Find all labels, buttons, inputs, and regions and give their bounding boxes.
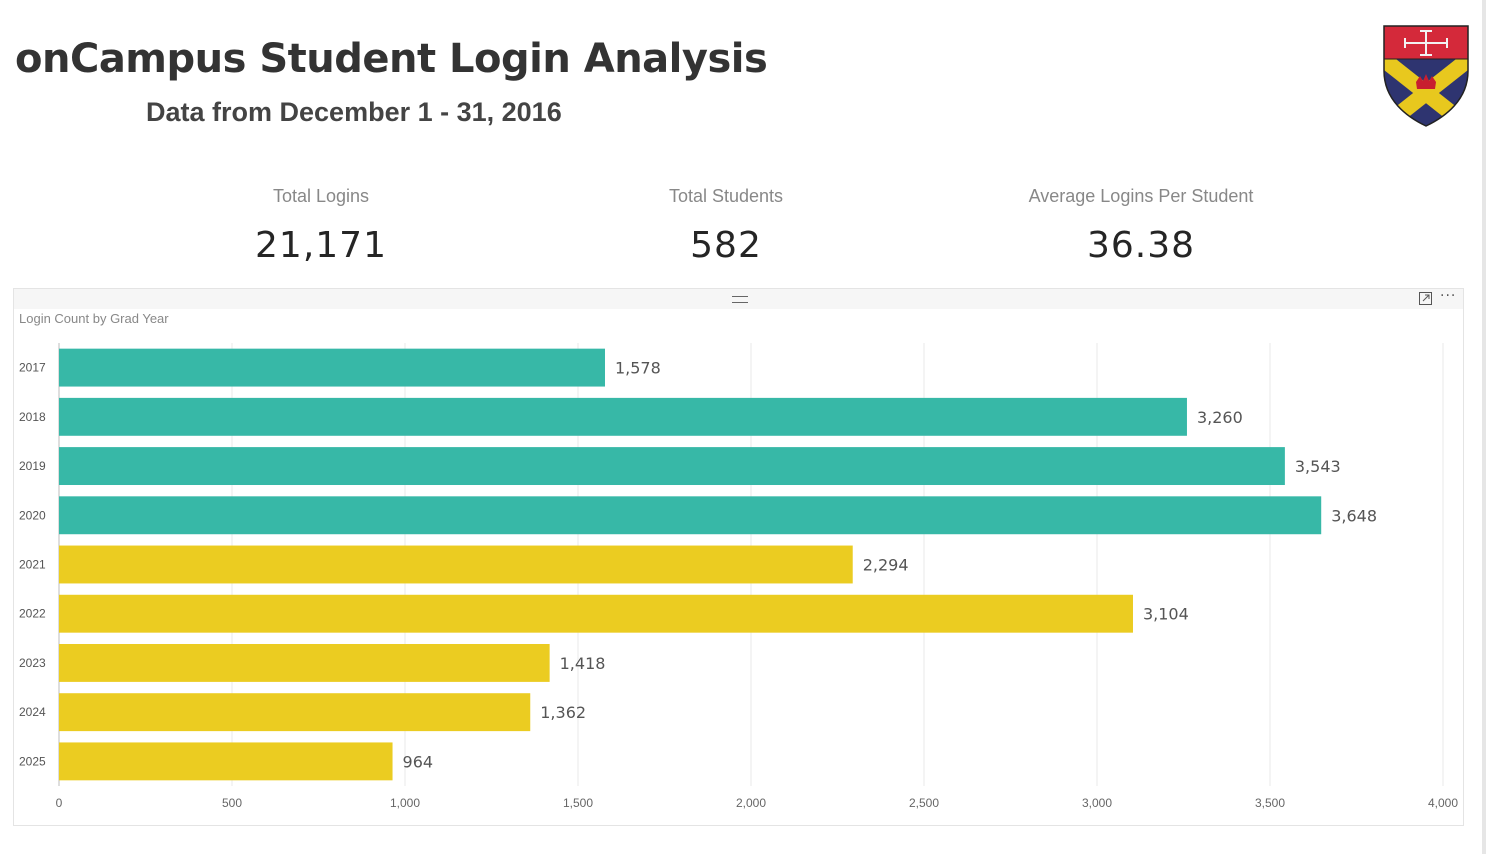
category-label: 2018: [19, 410, 46, 424]
bar-2017: [59, 348, 605, 387]
kpi-label: Total Logins: [272, 186, 370, 206]
visual-header[interactable]: ···: [14, 288, 1463, 309]
x-tick-label: 500: [222, 796, 242, 810]
kpi-value: 582: [690, 225, 762, 266]
bar-2018: [59, 397, 1187, 436]
bar-2024: [59, 693, 531, 732]
data-label: 2,294: [863, 556, 909, 575]
bar-2023: [59, 643, 550, 682]
x-tick-label: 3,000: [1082, 796, 1112, 810]
x-tick-label: 1,500: [563, 796, 593, 810]
kpi-label: Average Logins Per Student: [1028, 186, 1254, 206]
focus-mode-icon[interactable]: [1419, 292, 1432, 305]
kpi-average-logins: Average Logins Per Student 36.38: [961, 186, 1321, 266]
data-label: 3,104: [1143, 605, 1189, 624]
category-label: 2025: [19, 754, 46, 768]
category-label: 2024: [19, 705, 46, 719]
school-crest-logo: [1383, 25, 1469, 127]
x-tick-label: 0: [56, 796, 63, 810]
chart-title: Login Count by Grad Year: [19, 311, 169, 326]
crest-cross-icon: [1404, 30, 1448, 56]
more-options-icon[interactable]: ···: [1440, 288, 1457, 304]
data-label: 3,648: [1331, 506, 1377, 525]
kpi-total-logins: Total Logins 21,171: [141, 186, 501, 266]
bar-2019: [59, 447, 1285, 486]
x-tick-label: 3,500: [1255, 796, 1285, 810]
category-label: 2021: [19, 558, 46, 572]
drag-handle-icon[interactable]: [732, 296, 748, 303]
bar-chart-visual[interactable]: ··· Login Count by Grad Year 0 500 1,000 1,…: [13, 288, 1464, 826]
kpi-value: 36.38: [1086, 225, 1196, 266]
page-title: onCampus Student Login Analysis: [15, 36, 768, 82]
x-tick-label: 2,500: [909, 796, 939, 810]
kpi-label: Total Students: [668, 186, 784, 206]
data-label: 3,543: [1295, 457, 1341, 476]
data-label: 1,362: [540, 703, 586, 722]
category-label: 2017: [19, 361, 46, 375]
bar-2022: [59, 594, 1133, 633]
category-label: 2022: [19, 607, 46, 621]
bar-2025: [59, 742, 393, 781]
data-label: 1,418: [560, 654, 606, 673]
kpi-value: 21,171: [255, 225, 387, 266]
x-tick-label: 2,000: [736, 796, 766, 810]
x-tick-label: 1,000: [390, 796, 420, 810]
category-label: 2023: [19, 656, 46, 670]
data-label: 964: [403, 752, 434, 771]
page-subtitle: Data from December 1 - 31, 2016: [146, 97, 562, 127]
data-label: 3,260: [1197, 408, 1243, 427]
category-label: 2019: [19, 459, 46, 473]
bar-2021: [59, 545, 853, 584]
data-label: 1,578: [615, 359, 661, 378]
kpi-total-students: Total Students 582: [546, 186, 906, 266]
bar-2020: [59, 496, 1322, 535]
page-right-edge: [1482, 0, 1486, 854]
category-label: 2020: [19, 508, 46, 522]
x-tick-label: 4,000: [1428, 796, 1458, 810]
bar-chart-plot: 0 500 1,000 1,500 2,000 2,500 3,000 3,500 4,000 2…: [19, 343, 1458, 810]
